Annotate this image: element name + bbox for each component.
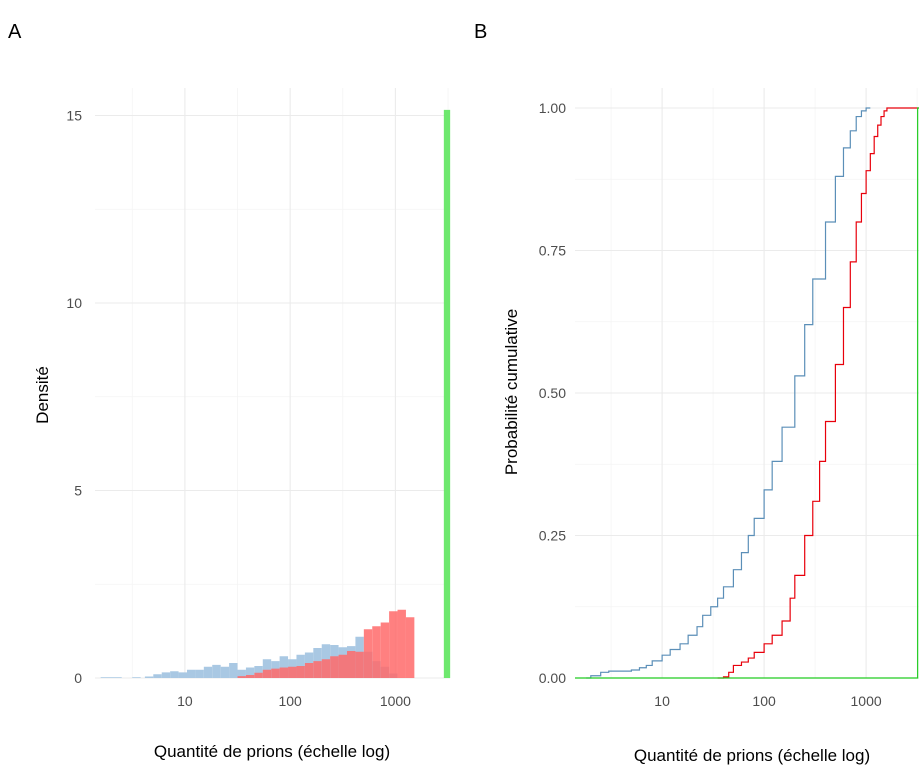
y-tick-label: 15 — [66, 108, 82, 124]
panel-b-grid — [575, 88, 919, 679]
histogram-bar — [178, 672, 187, 678]
x-tick-label: 1000 — [380, 693, 411, 709]
panel-b-tag: B — [474, 21, 487, 43]
histogram-bar — [229, 663, 238, 678]
panel-a-tag: A — [8, 21, 22, 43]
histogram-bar — [132, 677, 141, 678]
histogram-bar — [338, 654, 347, 678]
histogram-bar — [271, 668, 280, 678]
panel-b-axes: 10 100 1000 0.00 0.25 0.50 0.75 1.00 — [539, 100, 882, 709]
y-tick-label: 0.25 — [539, 528, 566, 544]
histogram-bar — [100, 677, 122, 678]
histogram-bar — [262, 669, 272, 678]
histogram-bar — [237, 669, 246, 678]
histogram-bar — [346, 651, 356, 678]
panel-b-marks — [575, 107, 919, 679]
histogram-bar — [254, 672, 263, 678]
histogram-bar — [245, 667, 255, 678]
panel-a-axes: 10 100 1000 0 5 10 15 — [66, 108, 411, 710]
panel-b-y-axis-title: Probabilité cumulative — [502, 309, 521, 475]
histogram-bar — [389, 611, 398, 678]
panel-a-y-axis-title: Densité — [33, 366, 52, 424]
x-tick-label: 10 — [177, 693, 193, 709]
histogram-bar — [279, 656, 289, 678]
y-tick-label: 1.00 — [539, 100, 566, 116]
x-tick-label: 100 — [752, 693, 776, 709]
histogram-bar — [296, 666, 305, 678]
histogram-bar — [405, 617, 415, 678]
histogram-bar — [313, 661, 322, 678]
histogram-bar — [195, 669, 204, 678]
histogram-bar — [321, 659, 331, 678]
histogram-bar — [279, 667, 289, 678]
histogram-bar — [262, 659, 272, 678]
y-tick-label: 0.00 — [539, 670, 566, 686]
histogram-bar — [153, 674, 162, 678]
histogram-bar — [254, 666, 263, 678]
panel-a-x-axis-title: Quantité de prions (échelle log) — [154, 742, 390, 761]
y-tick-label: 0.50 — [539, 385, 566, 401]
ecdf-series-line — [717, 107, 919, 679]
histogram-bar — [288, 666, 297, 678]
y-tick-label: 0 — [74, 670, 82, 686]
histogram-bar — [170, 671, 179, 678]
panel-a-grid — [95, 88, 450, 679]
panel-a: A 10 100 1000 0 5 10 15 Quantité de prions (éc… — [8, 21, 451, 761]
histogram-bar — [355, 651, 364, 678]
panel-b-x-axis-title: Quantité de prions (échelle log) — [634, 746, 870, 765]
y-tick-label: 5 — [74, 483, 82, 499]
histogram-bar — [220, 666, 230, 678]
histogram-bar — [363, 629, 373, 678]
x-tick-label: 100 — [278, 693, 302, 709]
x-tick-label: 1000 — [851, 693, 882, 709]
panel-b: B 10 100 1000 0.00 0.25 0.50 0.75 1.00 Quantité… — [474, 21, 919, 765]
histogram-series — [237, 609, 415, 678]
histogram-bar — [372, 626, 381, 678]
histogram-bar — [144, 676, 154, 678]
histogram-bar — [380, 622, 390, 678]
histogram-bar — [186, 669, 196, 678]
y-tick-label: 0.75 — [539, 243, 566, 259]
histogram-series — [443, 109, 451, 678]
y-tick-label: 10 — [66, 295, 82, 311]
panel-a-marks — [100, 109, 451, 678]
ecdf-series-line — [586, 107, 871, 679]
histogram-bar — [212, 664, 221, 678]
histogram-bar — [203, 666, 213, 678]
histogram-bar — [397, 609, 406, 678]
ecdf-series-line — [575, 107, 919, 679]
histogram-bar — [443, 109, 451, 678]
histogram-bar — [304, 663, 314, 678]
histogram-bar — [161, 672, 171, 678]
histogram-bar — [245, 675, 255, 678]
histogram-bar — [237, 676, 246, 678]
x-tick-label: 10 — [654, 693, 670, 709]
histogram-bar — [330, 656, 339, 678]
